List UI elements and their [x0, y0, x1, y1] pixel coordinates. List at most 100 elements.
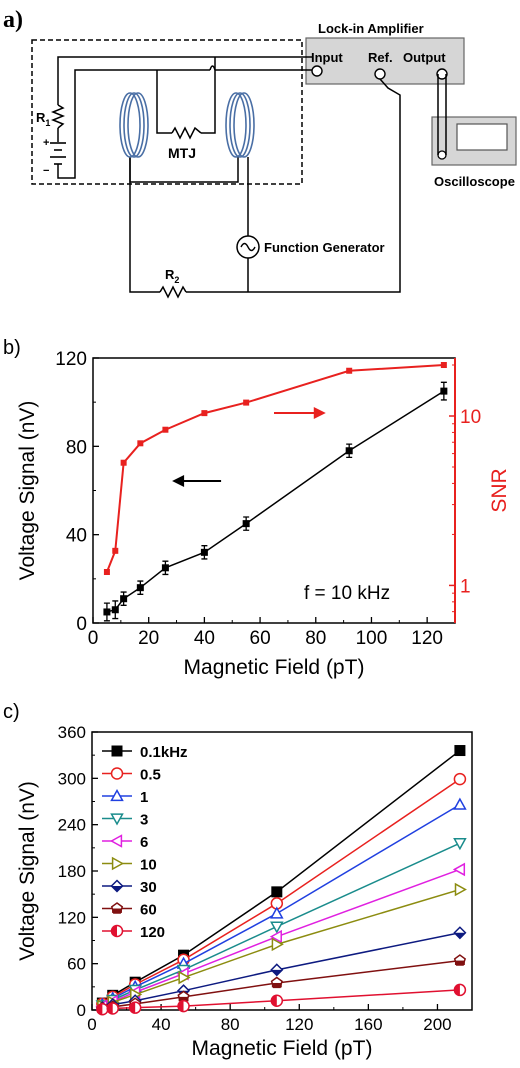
chart-c-data-point-fill — [178, 996, 189, 1002]
chart-c-data-point-fill — [96, 1003, 103, 1015]
chart-b-y2-tick-label: 1 — [460, 576, 471, 597]
chart-b-panel: b) 0 20 40 60 80 100 120 0 40 80 120 1 10 f = 10 kHz… — [0, 330, 520, 690]
chart-b-snr-point — [346, 367, 353, 374]
chart-c-y-tick-label: 120 — [58, 908, 86, 927]
chart-c-y-tick-label: 60 — [67, 955, 86, 974]
chart-c-data-point — [177, 999, 190, 1013]
chart-c-data-point-fill — [454, 984, 460, 996]
chart-c-data-point — [271, 937, 284, 952]
chart-b-x-axis-label: Magnetic Field (pT) — [184, 656, 365, 679]
helmholtz-coil-right — [225, 92, 255, 158]
mtj-resistor-symbol — [171, 126, 202, 140]
chart-c-data-point — [453, 838, 467, 851]
chart-c-y-tick-label: 240 — [58, 816, 86, 835]
chart-c-data-point — [453, 797, 467, 810]
chart-c-series-line — [101, 749, 461, 1004]
chart-b-x-tick-label: 60 — [250, 628, 271, 649]
chart-c-data-point — [454, 882, 467, 897]
chart-c-data-point — [453, 772, 467, 786]
chart-b-voltage-arrow-head — [172, 475, 185, 487]
chart-b-annotation: f = 10 kHz — [304, 583, 390, 604]
oscilloscope-screen — [456, 123, 508, 151]
chart-c-x-tick-label: 200 — [423, 1015, 451, 1034]
resistor-r1-label: R1 — [36, 110, 50, 128]
chart-c-data-point-fill — [271, 982, 282, 988]
chart-c-legend-marker — [111, 856, 125, 871]
chart-b-snr-point — [120, 459, 127, 466]
chart-b-snr-point — [243, 399, 250, 406]
lockin-output-label: Output — [403, 50, 446, 65]
circuit-schematic: a) Lock-in Amplifier Input Ref. Output O… — [3, 7, 517, 299]
chart-c-legend-label: 60 — [140, 902, 157, 919]
chart-b-x-tick-label: 100 — [356, 628, 388, 649]
chart-b-frame — [92, 357, 456, 624]
function-generator-label: Function Generator — [264, 240, 385, 255]
mtj-sensor: MTJ — [168, 126, 202, 161]
chart-b-voltage-point — [242, 520, 250, 528]
chart-b-x-tick-label: 20 — [138, 628, 159, 649]
chart-c-data-point — [271, 886, 283, 898]
chart-b-voltage-point — [345, 447, 353, 455]
chart-c-data-point — [128, 1001, 142, 1014]
battery: + − — [43, 137, 66, 177]
lockin-title: Lock-in Amplifier — [318, 21, 424, 36]
chart-c-legend: 0.1kHz 0.5 1 3 6 10 30 60 120 — [102, 744, 188, 941]
chart-b-voltage-point — [120, 595, 128, 603]
chart-c-legend-marker — [110, 924, 124, 938]
chart-c-legend-label: 10 — [140, 857, 157, 874]
chart-c-data-point — [269, 929, 282, 944]
chart-b-y-tick-label: 0 — [76, 614, 87, 635]
chart-b-x-tick-label: 120 — [411, 628, 443, 649]
chart-c: c) 0 40 80 120 160 2000601201802403003600.1kH… — [3, 701, 473, 1060]
chart-c-data-point-fill — [178, 1000, 184, 1012]
chart-b-x-tick-label: 80 — [305, 628, 326, 649]
chart-c-legend-label: 120 — [140, 924, 165, 941]
chart-c-x-tick-label: 40 — [152, 1015, 171, 1034]
lockin-output-connector — [436, 68, 448, 80]
chart-b-voltage-point — [440, 387, 448, 395]
output-cable — [437, 74, 447, 155]
wire-crossover — [209, 65, 216, 71]
chart-c-x-tick-label: 120 — [285, 1015, 313, 1034]
chart-c-data-point — [453, 926, 467, 940]
chart-b-voltage-point — [111, 606, 119, 614]
chart-b-y2-tick-label: 10 — [460, 407, 481, 428]
panel-a-label: a) — [3, 7, 23, 33]
chart-b-y-axis-label: Voltage Signal (nV) — [16, 401, 39, 581]
chart-c-legend-marker — [111, 745, 123, 757]
chart-b-snr-point — [137, 440, 144, 447]
chart-c-legend-label: 3 — [140, 812, 148, 829]
chart-c-data-point — [96, 1002, 109, 1016]
chart-b-y2-axis-label: SNR — [488, 468, 511, 512]
chart-c-legend-label: 0.1kHz — [140, 744, 188, 761]
chart-c-data-point — [106, 1002, 119, 1015]
chart-c-legend-marker — [110, 902, 124, 914]
chart-c-legend-label: 1 — [140, 789, 148, 806]
chart-b-snr-point — [440, 362, 447, 369]
chart-b-y-tick-label: 80 — [66, 437, 87, 458]
circuit-diagram-panel: a) Lock-in Amplifier Input Ref. Output O… — [0, 0, 520, 330]
chart-b-y-tick-label: 120 — [55, 349, 87, 370]
chart-c-data-point — [270, 976, 283, 989]
chart-c-panel: c) 0 40 80 120 160 200 0 60 120 180 240 300 360 0.1kH… — [0, 690, 520, 1068]
resistor-r2-label: R2 — [165, 267, 179, 285]
resistor-r2: R2 — [159, 267, 187, 299]
resistor-r1: R1 — [36, 104, 66, 129]
chart-c-legend-marker-fill — [111, 925, 117, 937]
chart-c-data-point — [270, 921, 284, 934]
chart-c-legend-label: 30 — [140, 879, 157, 896]
resistor-r2-symbol — [159, 285, 187, 299]
chart-c-legend-marker-fill — [112, 908, 122, 913]
chart-b-x-tick-label: 0 — [88, 628, 99, 649]
panel-b-label: b) — [3, 337, 21, 359]
chart-c-data-point — [453, 954, 467, 966]
chart-b-snr-point — [103, 569, 110, 576]
chart-c-x-tick-label: 160 — [354, 1015, 382, 1034]
chart-c-data-point — [453, 983, 467, 997]
circuit-wires — [57, 56, 401, 293]
oscilloscope-connector — [437, 150, 447, 160]
chart-c-data-point — [454, 745, 466, 757]
chart-c-data-point-fill — [454, 960, 465, 965]
oscilloscope: Oscilloscope — [431, 116, 517, 189]
lockin-input-label: Input — [311, 50, 343, 65]
